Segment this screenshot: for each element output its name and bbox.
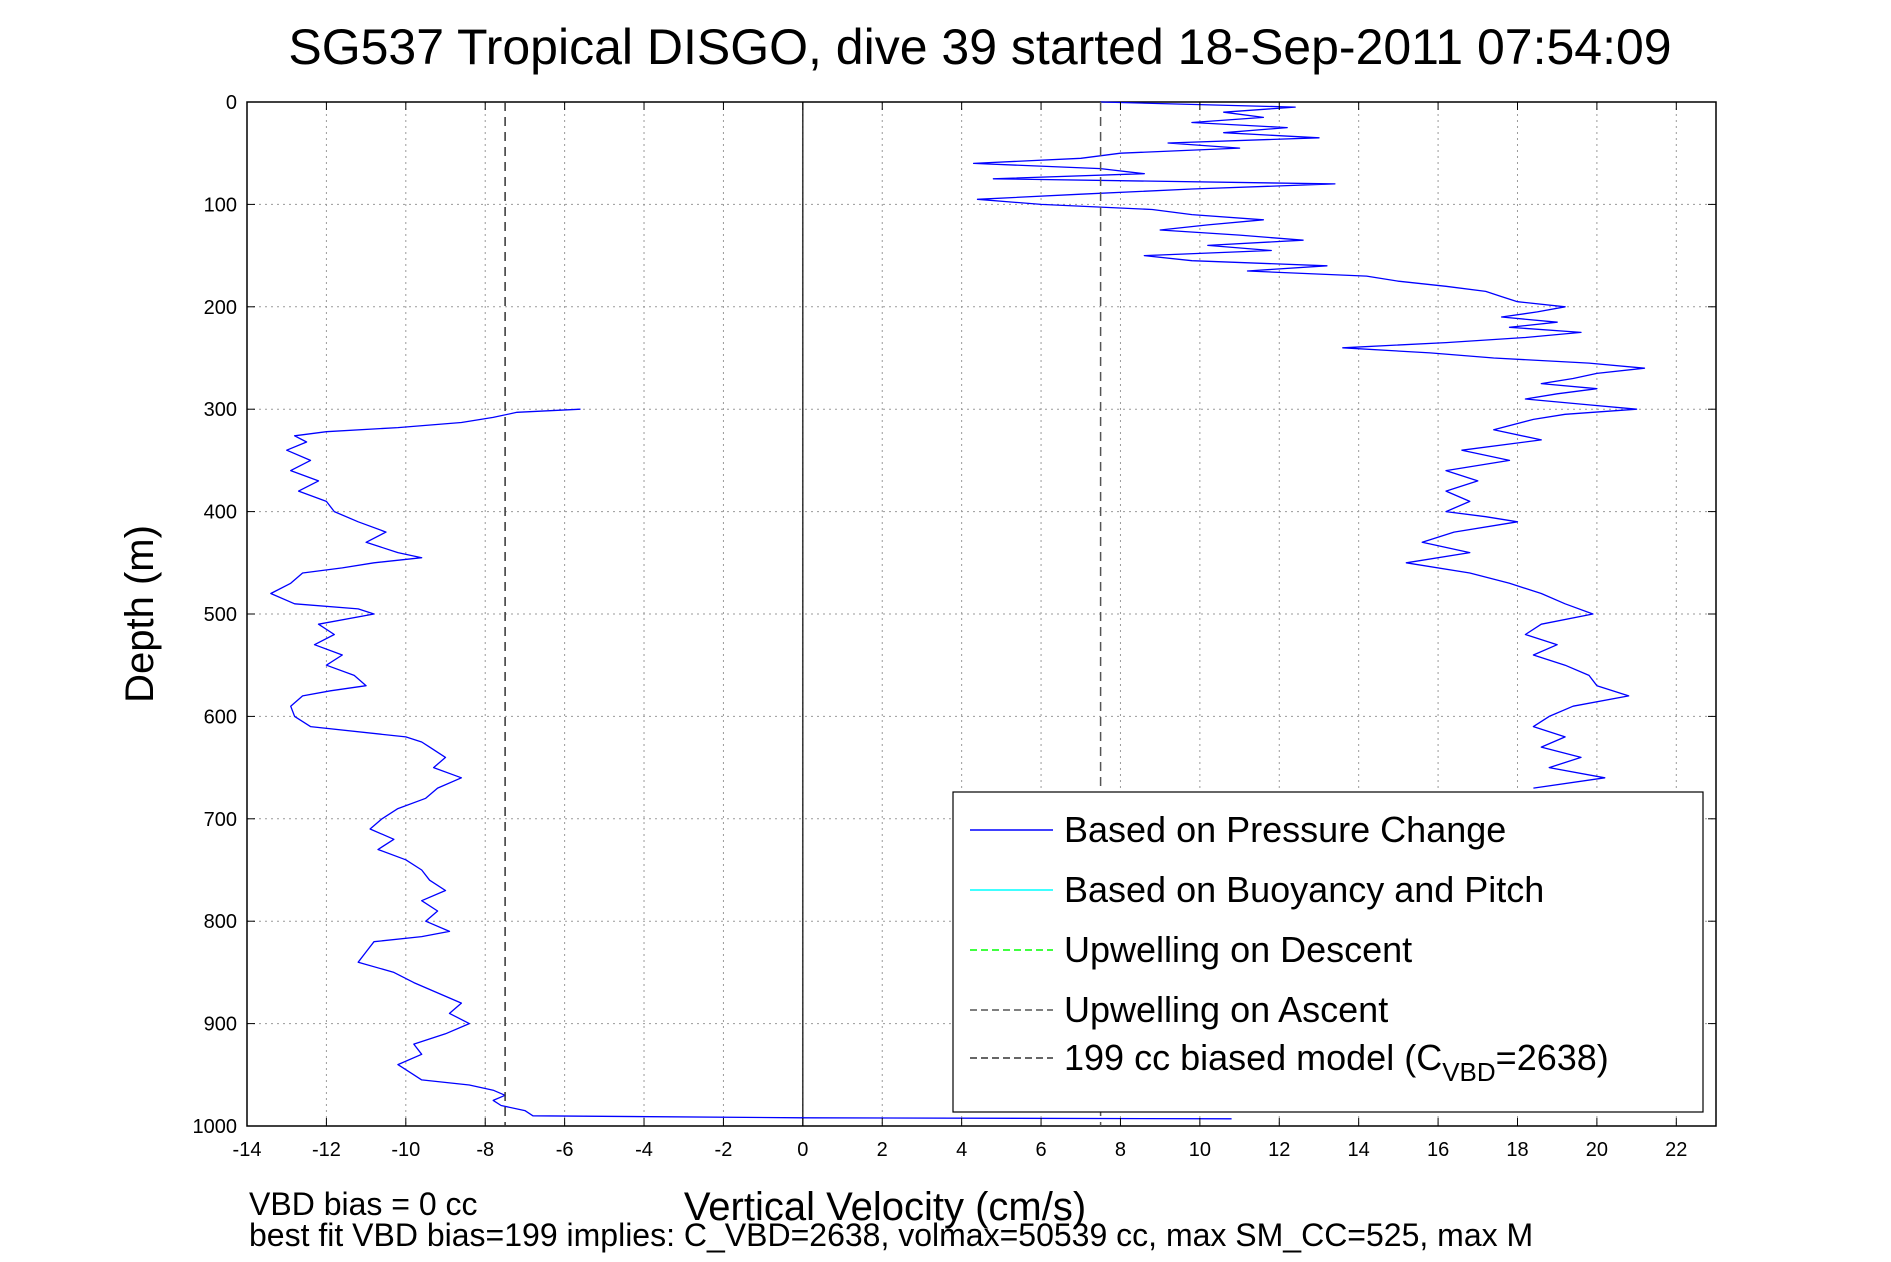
y-tick-label: 1000 [193, 1116, 238, 1138]
x-tick-label: 2 [877, 1139, 888, 1161]
x-tick-label: -2 [715, 1139, 733, 1161]
chart-title: SG537 Tropical DISGO, dive 39 started 18… [288, 19, 1671, 75]
footer-line-2: best fit VBD bias=199 implies: C_VBD=263… [249, 1217, 1533, 1253]
y-tick-label: 900 [204, 1014, 237, 1036]
x-tick-label: 22 [1665, 1139, 1687, 1161]
legend-label-5: 199 cc biased model (CVBD=2638) [1064, 1037, 1609, 1087]
x-tick-label: -8 [476, 1139, 494, 1161]
y-tick-label: 200 [204, 297, 237, 319]
y-tick-label: 600 [204, 706, 237, 728]
y-tick-label: 300 [204, 399, 237, 421]
x-tick-label: -4 [635, 1139, 653, 1161]
y-tick-label: 800 [204, 911, 237, 933]
legend-label-2: Based on Buoyancy and Pitch [1064, 869, 1544, 910]
y-axis-label: Depth (m) [118, 525, 162, 703]
y-tick-label: 400 [204, 502, 237, 524]
y-tick-label: 500 [204, 604, 237, 626]
ticks: -14 -12 -10 -8 -6 -4 -2 0 2 4 6 8 10 12 14 16 18 20 22 0 100… [193, 92, 1716, 1161]
x-tick-label: 4 [956, 1139, 967, 1161]
x-tick-label: -10 [391, 1139, 420, 1161]
x-tick-label: -14 [233, 1139, 262, 1161]
y-tick-label: 700 [204, 809, 237, 831]
x-tick-label: 10 [1189, 1139, 1211, 1161]
series-group [270, 101, 1646, 1126]
x-tick-label: 6 [1035, 1139, 1046, 1161]
legend-label-4: Upwelling on Ascent [1064, 989, 1388, 1030]
footer-line-1: VBD bias = 0 cc [249, 1186, 478, 1222]
x-tick-label: 12 [1268, 1139, 1290, 1161]
series-based-on-pressure-change-ascent [972, 101, 1646, 789]
x-tick-label: -6 [556, 1139, 574, 1161]
x-tick-label: 14 [1348, 1139, 1370, 1161]
series-based-on-pressure-change-descent [270, 408, 1232, 1120]
legend: Based on Pressure Change Based on Buoyanc… [952, 791, 1704, 1113]
x-tick-label: 8 [1115, 1139, 1126, 1161]
x-tick-label: 18 [1506, 1139, 1528, 1161]
y-tick-label: 0 [226, 92, 237, 114]
y-tick-label: 100 [204, 194, 237, 216]
legend-box [952, 791, 1704, 1113]
x-tick-label: 0 [797, 1139, 808, 1161]
x-tick-label: 20 [1586, 1139, 1608, 1161]
legend-label-3: Upwelling on Descent [1064, 929, 1412, 970]
x-axis-label: Vertical Velocity (cm/s) [684, 1185, 1086, 1229]
x-tick-label: 16 [1427, 1139, 1449, 1161]
x-tick-label: -12 [312, 1139, 341, 1161]
legend-label-1: Based on Pressure Change [1064, 809, 1506, 850]
